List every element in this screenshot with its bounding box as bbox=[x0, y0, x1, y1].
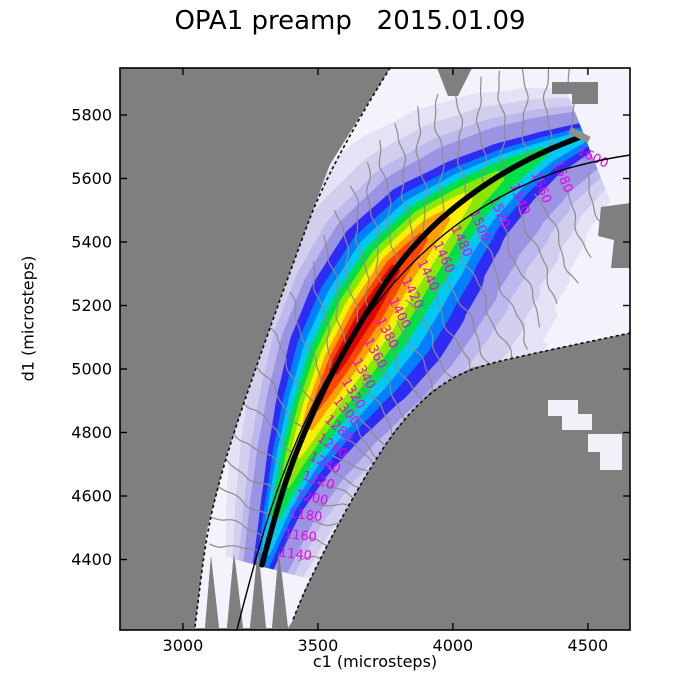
contour-line bbox=[433, 94, 445, 212]
contour-line bbox=[450, 83, 468, 200]
fit-curve-thin bbox=[236, 154, 631, 631]
contour-line bbox=[378, 139, 400, 265]
axes-frame bbox=[119, 67, 631, 631]
contour-line bbox=[209, 543, 264, 554]
contour-label: 1140 bbox=[278, 546, 312, 564]
contour-line bbox=[542, 68, 553, 150]
y-tick-label: 5400 bbox=[71, 232, 112, 251]
contour-line bbox=[415, 105, 428, 234]
y-tick-label: 4600 bbox=[71, 487, 112, 506]
contour-line bbox=[475, 76, 488, 185]
contour-line bbox=[236, 393, 293, 453]
contour-line bbox=[249, 360, 308, 431]
y-tick-label: 5200 bbox=[71, 296, 112, 315]
contour-line bbox=[216, 485, 272, 517]
ridge-curve-thick bbox=[259, 133, 586, 568]
gray-notch bbox=[552, 82, 598, 104]
white-patch bbox=[588, 434, 622, 470]
contour-line bbox=[499, 216, 541, 328]
y-tick-label: 5000 bbox=[71, 360, 112, 379]
y-tick-label: 4800 bbox=[71, 423, 112, 442]
contour-line bbox=[559, 182, 592, 258]
contour-line bbox=[323, 235, 350, 349]
plot-title: OPA1 preamp 2015.01.09 bbox=[174, 6, 526, 36]
contour-line bbox=[534, 193, 579, 284]
y-tick-label: 4400 bbox=[71, 550, 112, 569]
limit-curve-right-dotted bbox=[291, 332, 631, 623]
contour-line bbox=[477, 233, 529, 350]
contour-line bbox=[394, 123, 414, 249]
contour-line bbox=[211, 517, 272, 543]
color-band bbox=[256, 127, 589, 568]
contour-label: 1180 bbox=[288, 507, 322, 525]
gray-notch bbox=[437, 68, 472, 96]
contour-label: 1200 bbox=[294, 487, 329, 509]
contour-line bbox=[289, 291, 322, 387]
y-tick-label: 5600 bbox=[71, 169, 112, 188]
contour-line bbox=[228, 423, 292, 477]
contour-line bbox=[267, 325, 317, 412]
white-patch bbox=[548, 400, 592, 430]
contour-line bbox=[222, 453, 283, 494]
y-tick-label: 5800 bbox=[71, 105, 112, 124]
y-axis-label: d1 (microsteps) bbox=[18, 255, 38, 382]
x-axis-label: c1 (microsteps) bbox=[312, 652, 438, 671]
contour-line bbox=[521, 68, 530, 159]
contour-line bbox=[349, 185, 370, 311]
x-tick-label: 3000 bbox=[163, 636, 204, 655]
contour-line bbox=[517, 202, 558, 304]
ridge-end-marker bbox=[568, 126, 591, 144]
contour-line bbox=[312, 260, 331, 368]
x-tick-label: 4000 bbox=[433, 636, 474, 655]
contour-line bbox=[366, 162, 385, 288]
x-tick-label: 4500 bbox=[568, 636, 609, 655]
limit-curve-left-dotted bbox=[193, 67, 391, 629]
contour-line bbox=[497, 70, 506, 171]
contour-line bbox=[333, 209, 359, 325]
x-tick-label: 3500 bbox=[298, 636, 339, 655]
gray-notch bbox=[598, 203, 630, 268]
contour-line bbox=[457, 243, 519, 376]
contour-label: 1160 bbox=[283, 527, 317, 545]
blob-layer bbox=[194, 68, 631, 629]
